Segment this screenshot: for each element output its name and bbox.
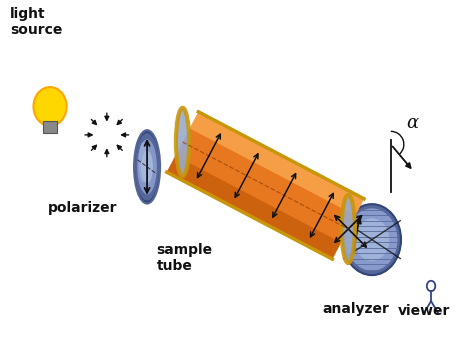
Text: polarizer: polarizer [48,201,117,214]
Ellipse shape [342,195,355,263]
Text: analyzer: analyzer [322,302,389,316]
Ellipse shape [34,87,67,126]
Ellipse shape [355,218,389,261]
Ellipse shape [134,130,160,203]
Ellipse shape [141,151,153,183]
Ellipse shape [135,133,159,201]
Ellipse shape [139,142,148,182]
Text: α: α [406,114,418,132]
Bar [44,121,57,133]
Ellipse shape [176,108,189,176]
Polygon shape [167,112,364,259]
Ellipse shape [137,139,157,195]
Text: light
source: light source [10,7,62,37]
Ellipse shape [346,208,398,271]
Text: viewer: viewer [398,304,450,317]
Polygon shape [190,112,364,215]
Text: sample
tube: sample tube [156,243,213,273]
Ellipse shape [343,204,401,275]
Polygon shape [167,155,341,259]
